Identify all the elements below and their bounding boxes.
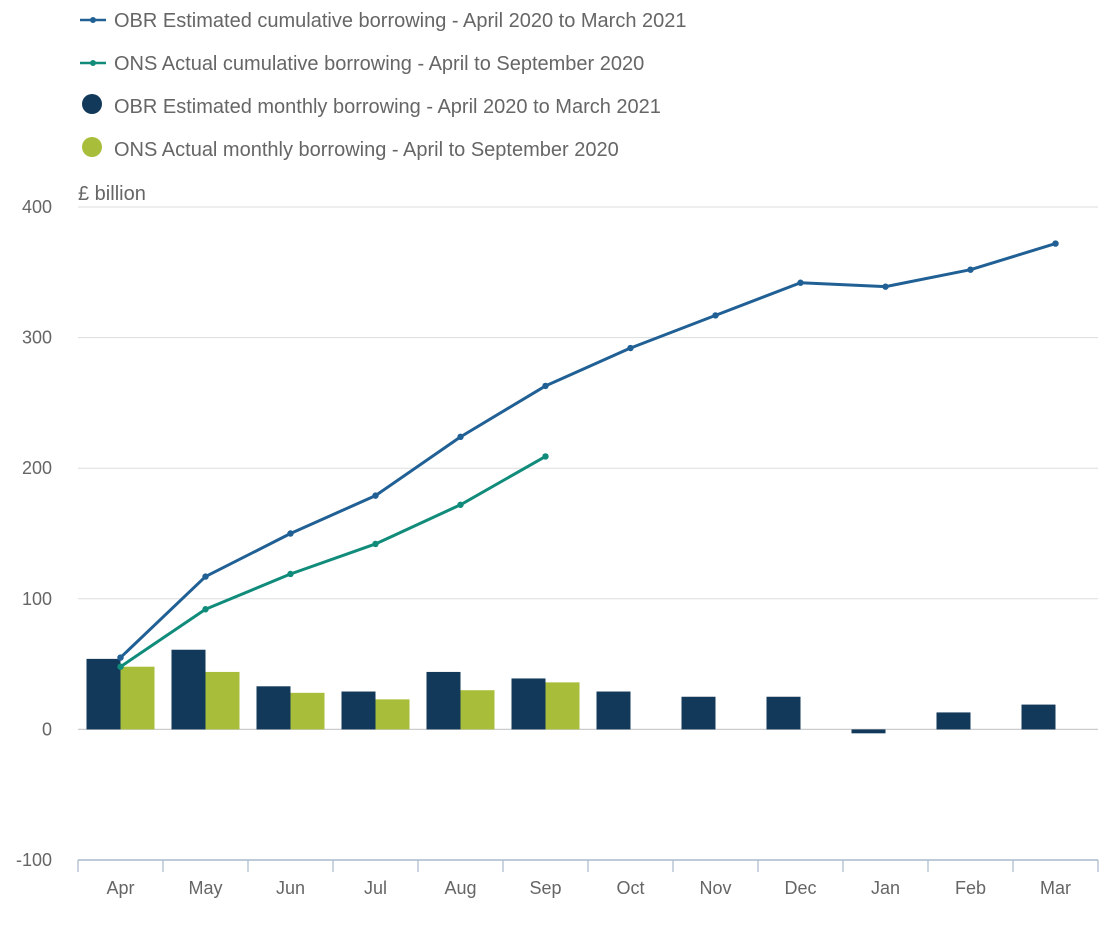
point-obr-cumulative[interactable] (542, 382, 549, 390)
bar-obr-monthly[interactable] (681, 696, 716, 730)
point-obr-cumulative[interactable] (117, 654, 124, 661)
point-obr-cumulative[interactable] (712, 312, 719, 319)
bar-obr-monthly[interactable] (426, 671, 461, 730)
x-tick-label: Sep (529, 878, 561, 898)
x-tick-label: Nov (699, 878, 731, 898)
point-ons-cumulative[interactable] (117, 663, 124, 670)
bar-ons-monthly[interactable] (290, 692, 325, 730)
point-obr-cumulative[interactable] (627, 344, 634, 352)
point-obr-cumulative[interactable] (882, 283, 889, 290)
y-tick-label: 0 (42, 719, 52, 739)
bar-obr-monthly[interactable] (851, 729, 886, 734)
point-ons-cumulative[interactable] (372, 540, 379, 548)
x-tick-label: May (188, 878, 222, 898)
bar-obr-monthly[interactable] (341, 691, 376, 730)
point-obr-cumulative[interactable] (1052, 240, 1059, 247)
bar-ons-monthly[interactable] (545, 682, 580, 730)
legend-item-ons-monthly[interactable]: ONS Actual monthly borrowing - April to … (82, 137, 619, 161)
bar-obr-monthly[interactable] (511, 678, 546, 730)
bar-obr-monthly[interactable] (171, 649, 206, 730)
point-obr-cumulative[interactable] (797, 279, 804, 286)
gridlines (78, 206, 1098, 731)
point-obr-cumulative[interactable] (372, 492, 379, 499)
bar-obr-monthly[interactable] (86, 658, 121, 730)
y-tick-label: 200 (22, 458, 52, 478)
bar-obr-monthly[interactable] (596, 691, 631, 730)
x-tick-label: Feb (955, 878, 986, 898)
line-obr-cumulative[interactable] (119, 242, 1057, 660)
point-ons-cumulative[interactable] (457, 501, 464, 508)
y-tick-label: 400 (22, 197, 52, 217)
legend-item-obr-monthly[interactable]: OBR Estimated monthly borrowing - April … (82, 94, 661, 118)
legend-item-ons-cumulative[interactable]: ONS Actual cumulative borrowing - April … (80, 53, 644, 75)
bar-obr-monthly[interactable] (256, 686, 291, 730)
point-ons-cumulative[interactable] (542, 453, 549, 460)
x-tick-label: Oct (616, 878, 644, 898)
y-tick-label: 100 (22, 589, 52, 609)
x-tick-label: Apr (106, 878, 134, 898)
bar-obr-monthly[interactable] (766, 696, 801, 730)
x-tick-label: Jul (364, 878, 387, 898)
y-tick-label: -100 (16, 850, 52, 870)
bar-obr-monthly[interactable] (1021, 704, 1056, 730)
point-obr-cumulative[interactable] (457, 433, 464, 441)
x-axis: Apr May Jun Jul Aug Sep Oct Nov Dec Jan Feb Mar (77, 859, 1099, 898)
point-obr-cumulative[interactable] (287, 530, 294, 537)
legend-label: OBR Estimated cumulative borrowing - Apr… (114, 10, 687, 32)
x-tick-label: Dec (784, 878, 816, 898)
bar-ons-monthly[interactable] (375, 699, 410, 730)
bar-ons-monthly[interactable] (120, 666, 155, 730)
point-ons-cumulative[interactable] (287, 570, 294, 578)
x-tick-label: Mar (1040, 878, 1071, 898)
bar-ons-monthly[interactable] (460, 690, 495, 730)
legend-label: ONS Actual cumulative borrowing - April … (114, 53, 644, 75)
x-tick-label: Jun (276, 878, 305, 898)
bar-ons-monthly[interactable] (205, 671, 240, 730)
legend-label: ONS Actual monthly borrowing - April to … (114, 139, 619, 161)
lines (117, 240, 1059, 670)
x-tick-label: Jan (871, 878, 900, 898)
point-ons-cumulative[interactable] (202, 606, 209, 613)
legend-label: OBR Estimated monthly borrowing - April … (114, 96, 661, 118)
y-axis-unit-label: £ billion (78, 183, 146, 205)
y-tick-label: 300 (22, 328, 52, 348)
point-obr-cumulative[interactable] (202, 573, 209, 580)
chart-legend: OBR Estimated cumulative borrowing - Apr… (80, 10, 687, 161)
bars (86, 649, 1056, 734)
y-axis: -100 0 100 200 300 400 (16, 197, 52, 870)
line-ons-cumulative[interactable] (119, 454, 547, 669)
x-tick-label: Aug (444, 878, 476, 898)
legend-item-obr-cumulative[interactable]: OBR Estimated cumulative borrowing - Apr… (80, 10, 687, 32)
point-obr-cumulative[interactable] (967, 266, 974, 273)
bar-obr-monthly[interactable] (936, 712, 971, 730)
